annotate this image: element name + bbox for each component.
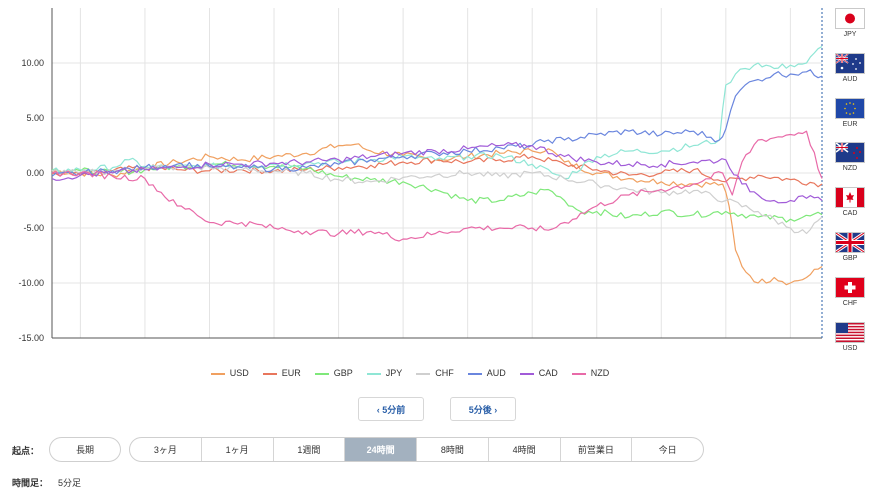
period-option[interactable]: 今日 <box>658 445 677 455</box>
chart-legend: USD EUR GBP JPY CHF AUD CAD NZD <box>0 368 820 378</box>
flag-button-aud[interactable]: AUD <box>833 52 867 84</box>
legend-label: USD <box>229 368 249 378</box>
period-option[interactable]: 1ヶ月 <box>202 438 274 461</box>
legend-label: JPY <box>385 368 403 378</box>
period-option[interactable]: 8時間 <box>417 438 489 461</box>
legend-swatch <box>366 372 381 375</box>
y-tick-label: 10.00 <box>21 58 44 68</box>
interval-value: 5分足 <box>58 478 82 488</box>
legend-label: CAD <box>538 368 558 378</box>
series-line-chf <box>51 164 823 235</box>
period-option[interactable]: 3ヶ月 <box>130 438 202 461</box>
series-line-aud <box>51 69 823 177</box>
usa-flag-icon <box>835 321 865 343</box>
legend-swatch <box>519 372 534 375</box>
y-tick-label: 0.00 <box>26 168 44 178</box>
legend-item-nzd[interactable]: NZD <box>571 368 610 378</box>
next-5min-button[interactable]: 5分後 › <box>450 397 516 421</box>
japan-flag-icon <box>835 8 865 29</box>
chart-axes: 10.005.000.00-5.00-10.00-15.008:0010:001… <box>18 8 823 343</box>
flag-code-label: NZD <box>842 165 858 173</box>
line-chart: 10.005.000.00-5.00-10.00-15.008:0010:001… <box>18 8 823 343</box>
interval-label: 時間足： <box>12 478 49 488</box>
flag-code-label: EUR <box>842 120 858 128</box>
flag-code-label: CHF <box>842 299 858 307</box>
legend-label: EUR <box>281 368 301 378</box>
legend-swatch <box>262 372 277 375</box>
flag-button-nzd[interactable]: NZD <box>833 142 867 173</box>
legend-item-gbp[interactable]: GBP <box>314 368 353 378</box>
legend-label: NZD <box>590 368 610 378</box>
legend-item-chf[interactable]: CHF <box>416 368 454 378</box>
period-option[interactable]: 4時間 <box>489 438 561 461</box>
flag-code-label: CAD <box>842 210 858 218</box>
y-tick-label: -10.00 <box>18 278 44 288</box>
legend-item-eur[interactable]: EUR <box>262 368 301 378</box>
canada-flag-icon <box>835 187 865 209</box>
legend-swatch <box>416 372 431 375</box>
y-tick-label: 5.00 <box>26 113 44 123</box>
legend-swatch <box>314 372 329 375</box>
series-line-usd <box>51 143 823 286</box>
chart-series <box>51 45 823 286</box>
legend-label: GBP <box>333 368 353 378</box>
legend-swatch <box>571 372 586 375</box>
series-line-nzd <box>51 130 823 242</box>
eu-flag-icon <box>835 97 865 119</box>
australia-flag-icon <box>835 52 865 74</box>
flag-button-gbp[interactable]: GBP <box>833 232 867 263</box>
series-line-cad <box>51 141 823 204</box>
flag-code-label: GBP <box>842 255 858 262</box>
new-zealand-flag-icon <box>835 142 865 164</box>
legend-item-usd[interactable]: USD <box>210 368 249 378</box>
flag-code-label: JPY <box>843 31 857 38</box>
period-option[interactable]: 24時間 <box>345 438 417 461</box>
flag-button-chf[interactable]: CHF <box>833 276 867 308</box>
period-selector: 3ヶ月 1ヶ月 1週間 24時間 8時間 4時間 前営業日 今日 <box>129 437 704 462</box>
flag-button-cad[interactable]: CAD <box>833 187 867 218</box>
chart-grid <box>52 8 822 339</box>
flag-code-label: USD <box>842 344 858 352</box>
legend-item-jpy[interactable]: JPY <box>366 368 403 378</box>
interval-row: 時間足： 5分足 <box>12 476 81 489</box>
series-line-eur <box>51 153 823 188</box>
flag-button-eur[interactable]: EUR <box>833 97 867 129</box>
y-tick-label: -15.00 <box>18 333 44 343</box>
y-tick-label: -5.00 <box>23 223 44 233</box>
legend-swatch <box>210 372 225 375</box>
legend-label: CHF <box>435 368 454 378</box>
period-long-button[interactable]: 長期 <box>49 437 121 462</box>
uk-flag-icon <box>835 232 865 253</box>
flag-button-usd[interactable]: USD <box>833 321 867 353</box>
period-option[interactable]: 1週間 <box>274 438 346 461</box>
flag-code-label: AUD <box>842 75 858 83</box>
series-line-jpy <box>51 45 823 180</box>
legend-item-aud[interactable]: AUD <box>467 368 506 378</box>
legend-item-cad[interactable]: CAD <box>519 368 558 378</box>
legend-swatch <box>467 372 482 375</box>
period-option[interactable]: 前営業日 <box>561 438 633 461</box>
period-label: 起点： <box>12 446 40 456</box>
legend-label: AUD <box>486 368 506 378</box>
flag-button-jpy[interactable]: JPY <box>833 8 867 39</box>
prev-5min-button[interactable]: ‹ 5分前 <box>358 397 424 421</box>
switzerland-flag-icon <box>835 276 865 298</box>
